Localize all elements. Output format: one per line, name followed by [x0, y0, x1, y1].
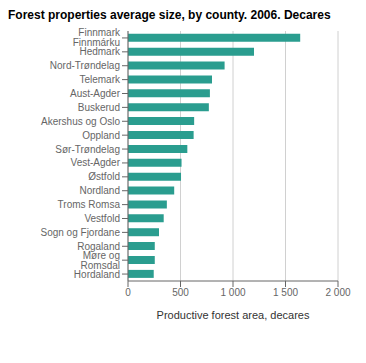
svg-text:1 000: 1 000 [220, 287, 245, 298]
svg-text:Sogn og Fjordane: Sogn og Fjordane [40, 227, 120, 238]
svg-text:Møre ogRomsdal: Møre ogRomsdal [81, 250, 120, 271]
svg-text:Nordland: Nordland [79, 185, 120, 196]
html-text:Forest properties average size: Forest properties average size, by count… [8, 8, 331, 22]
svg-text:Aust-Agder: Aust-Agder [70, 88, 121, 99]
svg-text:Akershus og Oslo: Akershus og Oslo [41, 116, 120, 127]
svg-text:1 500: 1 500 [273, 287, 298, 298]
svg-text:Sør-Trøndelag: Sør-Trøndelag [55, 144, 120, 155]
svg-text:Vestfold: Vestfold [84, 213, 120, 224]
svg-text:0: 0 [125, 287, 131, 298]
svg-text:Troms Romsa: Troms Romsa [58, 199, 121, 210]
svg-text:Oppland: Oppland [82, 130, 120, 141]
svg-text:Telemark: Telemark [79, 74, 121, 85]
svg-text:Østfold: Østfold [88, 171, 120, 182]
svg-text:2 000: 2 000 [325, 287, 350, 298]
svg-text:Vest-Agder: Vest-Agder [71, 157, 121, 168]
svg-text:Rogaland: Rogaland [77, 240, 120, 252]
svg-text:Hordaland: Hordaland [74, 269, 120, 280]
svg-text:FinnmarkFinnmárku: FinnmarkFinnmárku [73, 27, 121, 48]
svg-text:Nord-Trøndelag: Nord-Trøndelag [50, 60, 120, 71]
svg-text:Hedmark: Hedmark [79, 46, 121, 57]
svg-text:Productive forest area, decare: Productive forest area, decares [157, 309, 310, 321]
svg-text:500: 500 [172, 287, 189, 298]
svg-text:Buskerud: Buskerud [78, 102, 120, 113]
